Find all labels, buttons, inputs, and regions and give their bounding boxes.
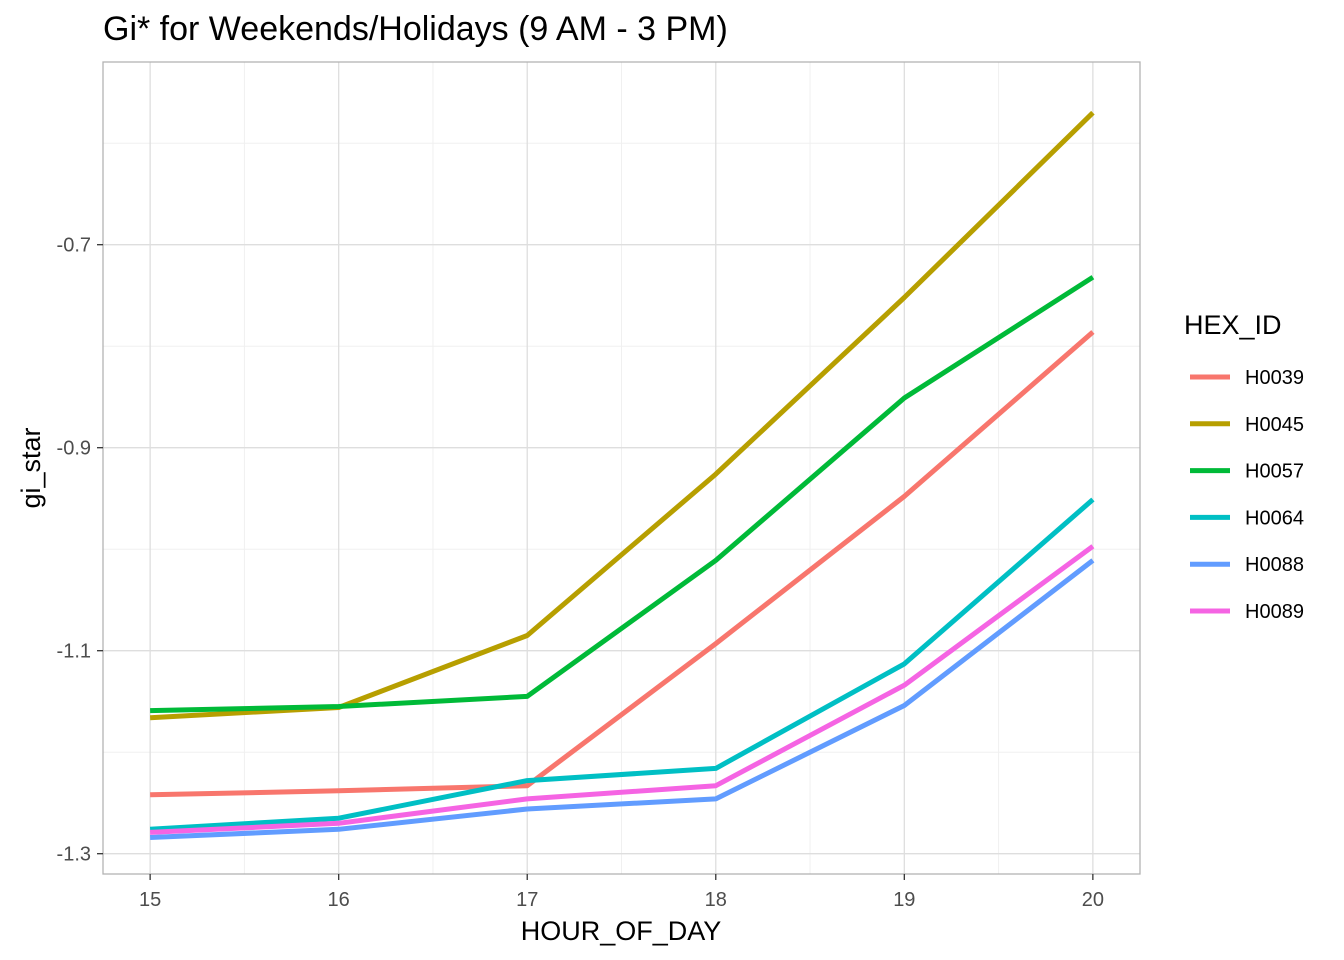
- x-tick-label: 19: [893, 889, 915, 911]
- series-line-H0039: [150, 330, 1095, 798]
- y-tick-label: -1.3: [57, 844, 91, 866]
- x-axis-title: HOUR_OF_DAY: [521, 916, 722, 946]
- x-tick-label: 18: [705, 889, 727, 911]
- y-axis-title: gi_star: [16, 427, 46, 508]
- series-lines: [149, 110, 1095, 840]
- series-line-H0064: [149, 497, 1095, 832]
- y-tick-label: -0.7: [57, 235, 91, 257]
- x-tick-label: 17: [516, 889, 538, 911]
- grid: [103, 62, 1140, 874]
- plot-border: [102, 61, 1141, 875]
- legend-label-H0039: H0039: [1245, 367, 1304, 389]
- series-line-H0088: [149, 558, 1095, 840]
- legend-label-H0064: H0064: [1245, 507, 1304, 529]
- x-tick-label: 16: [328, 889, 350, 911]
- legend: HEX_ID H0039 H0045 H0057 H0064 H0088 H0089: [1184, 310, 1304, 623]
- x-axis: 15 16 17 18 19 20: [139, 874, 1104, 911]
- legend-label-H0088: H0088: [1245, 554, 1304, 576]
- legend-title: HEX_ID: [1184, 310, 1282, 340]
- y-tick-label: -0.9: [57, 438, 91, 460]
- legend-label-H0057: H0057: [1245, 461, 1304, 483]
- y-axis: -1.3 -1.1 -0.9 -0.7: [57, 235, 103, 866]
- series-line-H0057: [150, 275, 1095, 714]
- legend-label-H0089: H0089: [1245, 601, 1304, 623]
- series-line-H0089: [149, 544, 1095, 835]
- y-tick-label: -1.1: [57, 641, 91, 663]
- x-tick-label: 20: [1082, 889, 1104, 911]
- legend-label-H0045: H0045: [1245, 414, 1304, 436]
- x-tick-label: 15: [139, 889, 161, 911]
- legend-items: H0039 H0045 H0057 H0064 H0088 H0089: [1190, 367, 1304, 623]
- chart-title: Gi* for Weekends/Holidays (9 AM - 3 PM): [103, 10, 728, 48]
